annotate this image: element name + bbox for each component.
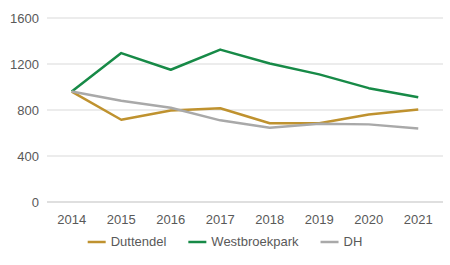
y-tick-label: 400 (17, 149, 39, 164)
x-tick-label: 2019 (305, 212, 334, 227)
grid-line (47, 18, 443, 19)
series-line (72, 50, 419, 98)
chart-container: 0 400 800 1200 1600 2014 2015 2016 2017 2018 2019 2… (0, 0, 450, 265)
legend-label: DH (344, 234, 363, 249)
chart-svg: 0 400 800 1200 1600 2014 2015 2016 2017 2018 2019 2… (0, 0, 450, 265)
x-tick-label: 2016 (156, 212, 185, 227)
x-tick-label: 2015 (107, 212, 136, 227)
x-tick-label: 2018 (255, 212, 284, 227)
x-tick-label: 2014 (57, 212, 86, 227)
legend-label: Duttendel (111, 234, 167, 249)
y-tick-label: 1600 (10, 11, 39, 26)
legend-swatch (321, 241, 339, 244)
legend-swatch (88, 241, 106, 244)
y-tick-label: 1200 (10, 57, 39, 72)
legend-swatch (188, 241, 206, 244)
y-tick-label: 800 (17, 103, 39, 118)
plot-area (72, 50, 419, 129)
series-line (72, 92, 419, 129)
x-tick-label: 2017 (206, 212, 235, 227)
x-tick-label: 2021 (404, 212, 433, 227)
legend-label: Westbroekpark (211, 234, 299, 249)
grid-line (47, 202, 443, 203)
y-tick-label: 0 (32, 195, 39, 210)
series-line (72, 92, 419, 124)
grid-line (47, 156, 443, 157)
x-tick-label: 2020 (354, 212, 383, 227)
legend: Duttendel Westbroekpark DH (88, 234, 363, 249)
